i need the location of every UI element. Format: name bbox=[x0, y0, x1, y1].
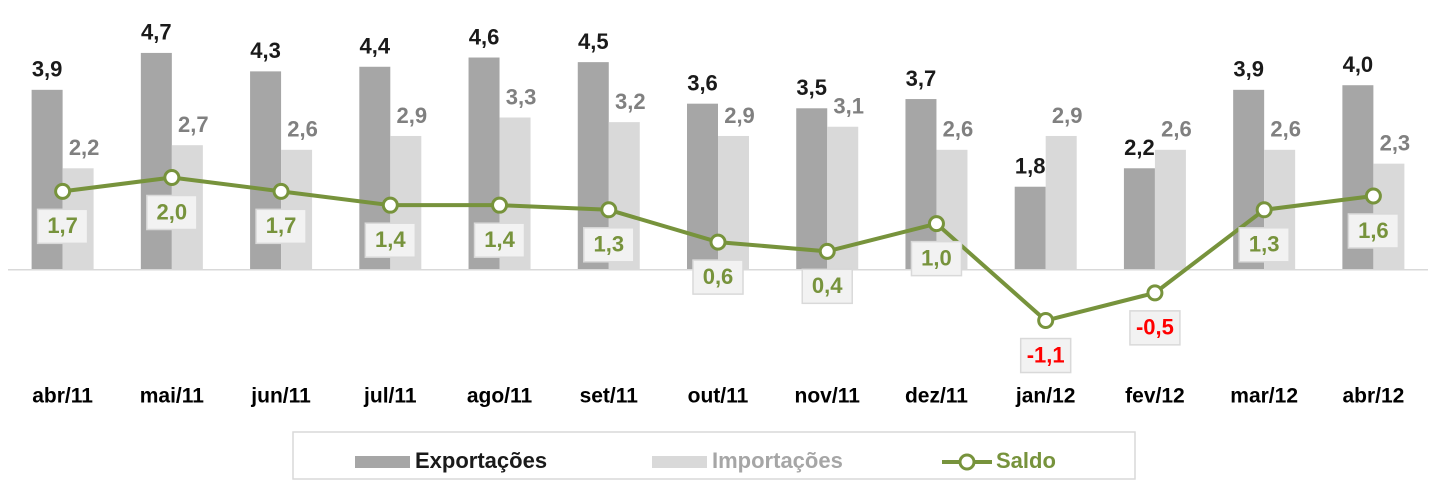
line-value-label: 1,4 bbox=[484, 227, 515, 252]
line-point bbox=[709, 233, 727, 251]
x-tick-label: abr/11 bbox=[32, 385, 93, 408]
bar-value-label: 4,4 bbox=[360, 34, 391, 59]
x-tick-label: dez/11 bbox=[905, 385, 968, 408]
x-tick-label: mar/12 bbox=[1230, 385, 1298, 408]
line-value-label: 1,6 bbox=[1358, 218, 1389, 243]
bar-value-label: 2,9 bbox=[397, 103, 428, 128]
line-point bbox=[818, 242, 836, 260]
line-point bbox=[163, 169, 181, 186]
line-value-label: 1,3 bbox=[1249, 232, 1280, 257]
bar bbox=[796, 108, 828, 270]
bar-value-label: 2,2 bbox=[69, 135, 100, 160]
line-point bbox=[1364, 187, 1382, 205]
x-tick-label: out/11 bbox=[688, 385, 749, 408]
value-label-box bbox=[1238, 227, 1290, 263]
line-point bbox=[381, 196, 399, 214]
bar-value-label: 3,7 bbox=[906, 66, 937, 91]
line-value-label: 1,7 bbox=[47, 213, 78, 238]
bar-value-label: 2,9 bbox=[724, 103, 755, 128]
bar bbox=[1154, 149, 1186, 270]
legend-label: Exportações bbox=[415, 448, 547, 473]
bar-value-label: 4,0 bbox=[1343, 52, 1374, 77]
legend-swatch-marker bbox=[958, 453, 976, 471]
value-label-box bbox=[1019, 337, 1072, 374]
line-value-label: 1,7 bbox=[266, 213, 297, 238]
bar-value-label: 2,6 bbox=[1161, 117, 1192, 142]
value-label-box bbox=[583, 227, 635, 263]
line-point bbox=[272, 182, 290, 200]
line-point bbox=[1146, 284, 1164, 302]
bar bbox=[718, 135, 749, 270]
legend-swatch bbox=[355, 456, 410, 468]
bar-value-label: 3,3 bbox=[506, 84, 537, 109]
bar-value-label: 3,9 bbox=[32, 57, 63, 82]
value-label-box bbox=[692, 259, 744, 295]
bar bbox=[140, 52, 172, 270]
bar-value-label: 2,6 bbox=[943, 117, 974, 142]
x-tick-label: set/11 bbox=[580, 385, 639, 408]
x-tick-label: jun/11 bbox=[250, 385, 311, 408]
bar-value-label: 2,2 bbox=[1124, 135, 1155, 160]
bar-value-label: 2,9 bbox=[1052, 103, 1083, 128]
line-value-label: 1,4 bbox=[375, 227, 406, 252]
bar bbox=[1045, 135, 1077, 270]
bar-value-label: 2,6 bbox=[287, 117, 318, 142]
line-point bbox=[600, 201, 618, 219]
legend-label: Importações bbox=[712, 448, 843, 473]
line-value-label: 0,4 bbox=[812, 273, 843, 298]
value-label-box bbox=[36, 208, 89, 245]
value-label-box bbox=[364, 222, 417, 258]
x-tick-label: ago/11 bbox=[467, 385, 533, 408]
bar-value-label: 3,9 bbox=[1233, 57, 1264, 82]
bar-value-label: 1,8 bbox=[1015, 154, 1046, 179]
line-value-label: -1,1 bbox=[1027, 342, 1065, 367]
line-value-label: -0,5 bbox=[1136, 315, 1174, 340]
line-value-label: 0,6 bbox=[703, 264, 734, 289]
bar-value-label: 4,3 bbox=[250, 38, 281, 63]
x-tick-label: fev/12 bbox=[1125, 385, 1185, 408]
bar bbox=[1014, 186, 1046, 270]
bar-value-label: 3,6 bbox=[687, 70, 718, 95]
line-value-label: 1,3 bbox=[593, 232, 624, 257]
value-label-box bbox=[255, 208, 307, 245]
bar-value-label: 3,5 bbox=[796, 75, 827, 100]
value-label-box bbox=[1129, 310, 1181, 346]
line-point bbox=[1037, 312, 1055, 330]
legend-box bbox=[292, 431, 1136, 480]
bar-value-label: 4,7 bbox=[141, 20, 172, 45]
bar-value-label: 2,3 bbox=[1380, 130, 1411, 155]
value-label-box bbox=[801, 268, 853, 305]
bar-value-label: 3,2 bbox=[615, 89, 646, 114]
value-label-box bbox=[146, 194, 198, 231]
line-point bbox=[54, 182, 72, 200]
line-point bbox=[1255, 201, 1273, 219]
value-label-box bbox=[473, 222, 526, 258]
bar-value-label: 4,6 bbox=[469, 24, 500, 49]
line-point bbox=[491, 196, 509, 214]
legend-swatch bbox=[652, 456, 707, 468]
legend-label: Saldo bbox=[996, 448, 1056, 473]
bar-value-label: 2,6 bbox=[1270, 117, 1301, 142]
line-point bbox=[927, 215, 945, 233]
bar bbox=[1123, 168, 1155, 270]
x-tick-label: jul/11 bbox=[363, 385, 417, 408]
x-tick-label: abr/12 bbox=[1342, 385, 1404, 408]
line-value-label: 2,0 bbox=[157, 199, 188, 224]
value-label-box bbox=[1347, 213, 1400, 249]
x-tick-label: jan/12 bbox=[1015, 385, 1076, 408]
x-tick-label: mai/11 bbox=[140, 385, 205, 408]
bar-value-label: 4,5 bbox=[578, 29, 609, 54]
bar-value-label: 2,7 bbox=[178, 112, 209, 137]
bar-value-label: 3,1 bbox=[833, 94, 864, 119]
value-label-box bbox=[910, 240, 963, 277]
x-tick-label: nov/11 bbox=[795, 385, 861, 408]
line-value-label: 1,0 bbox=[921, 245, 952, 270]
